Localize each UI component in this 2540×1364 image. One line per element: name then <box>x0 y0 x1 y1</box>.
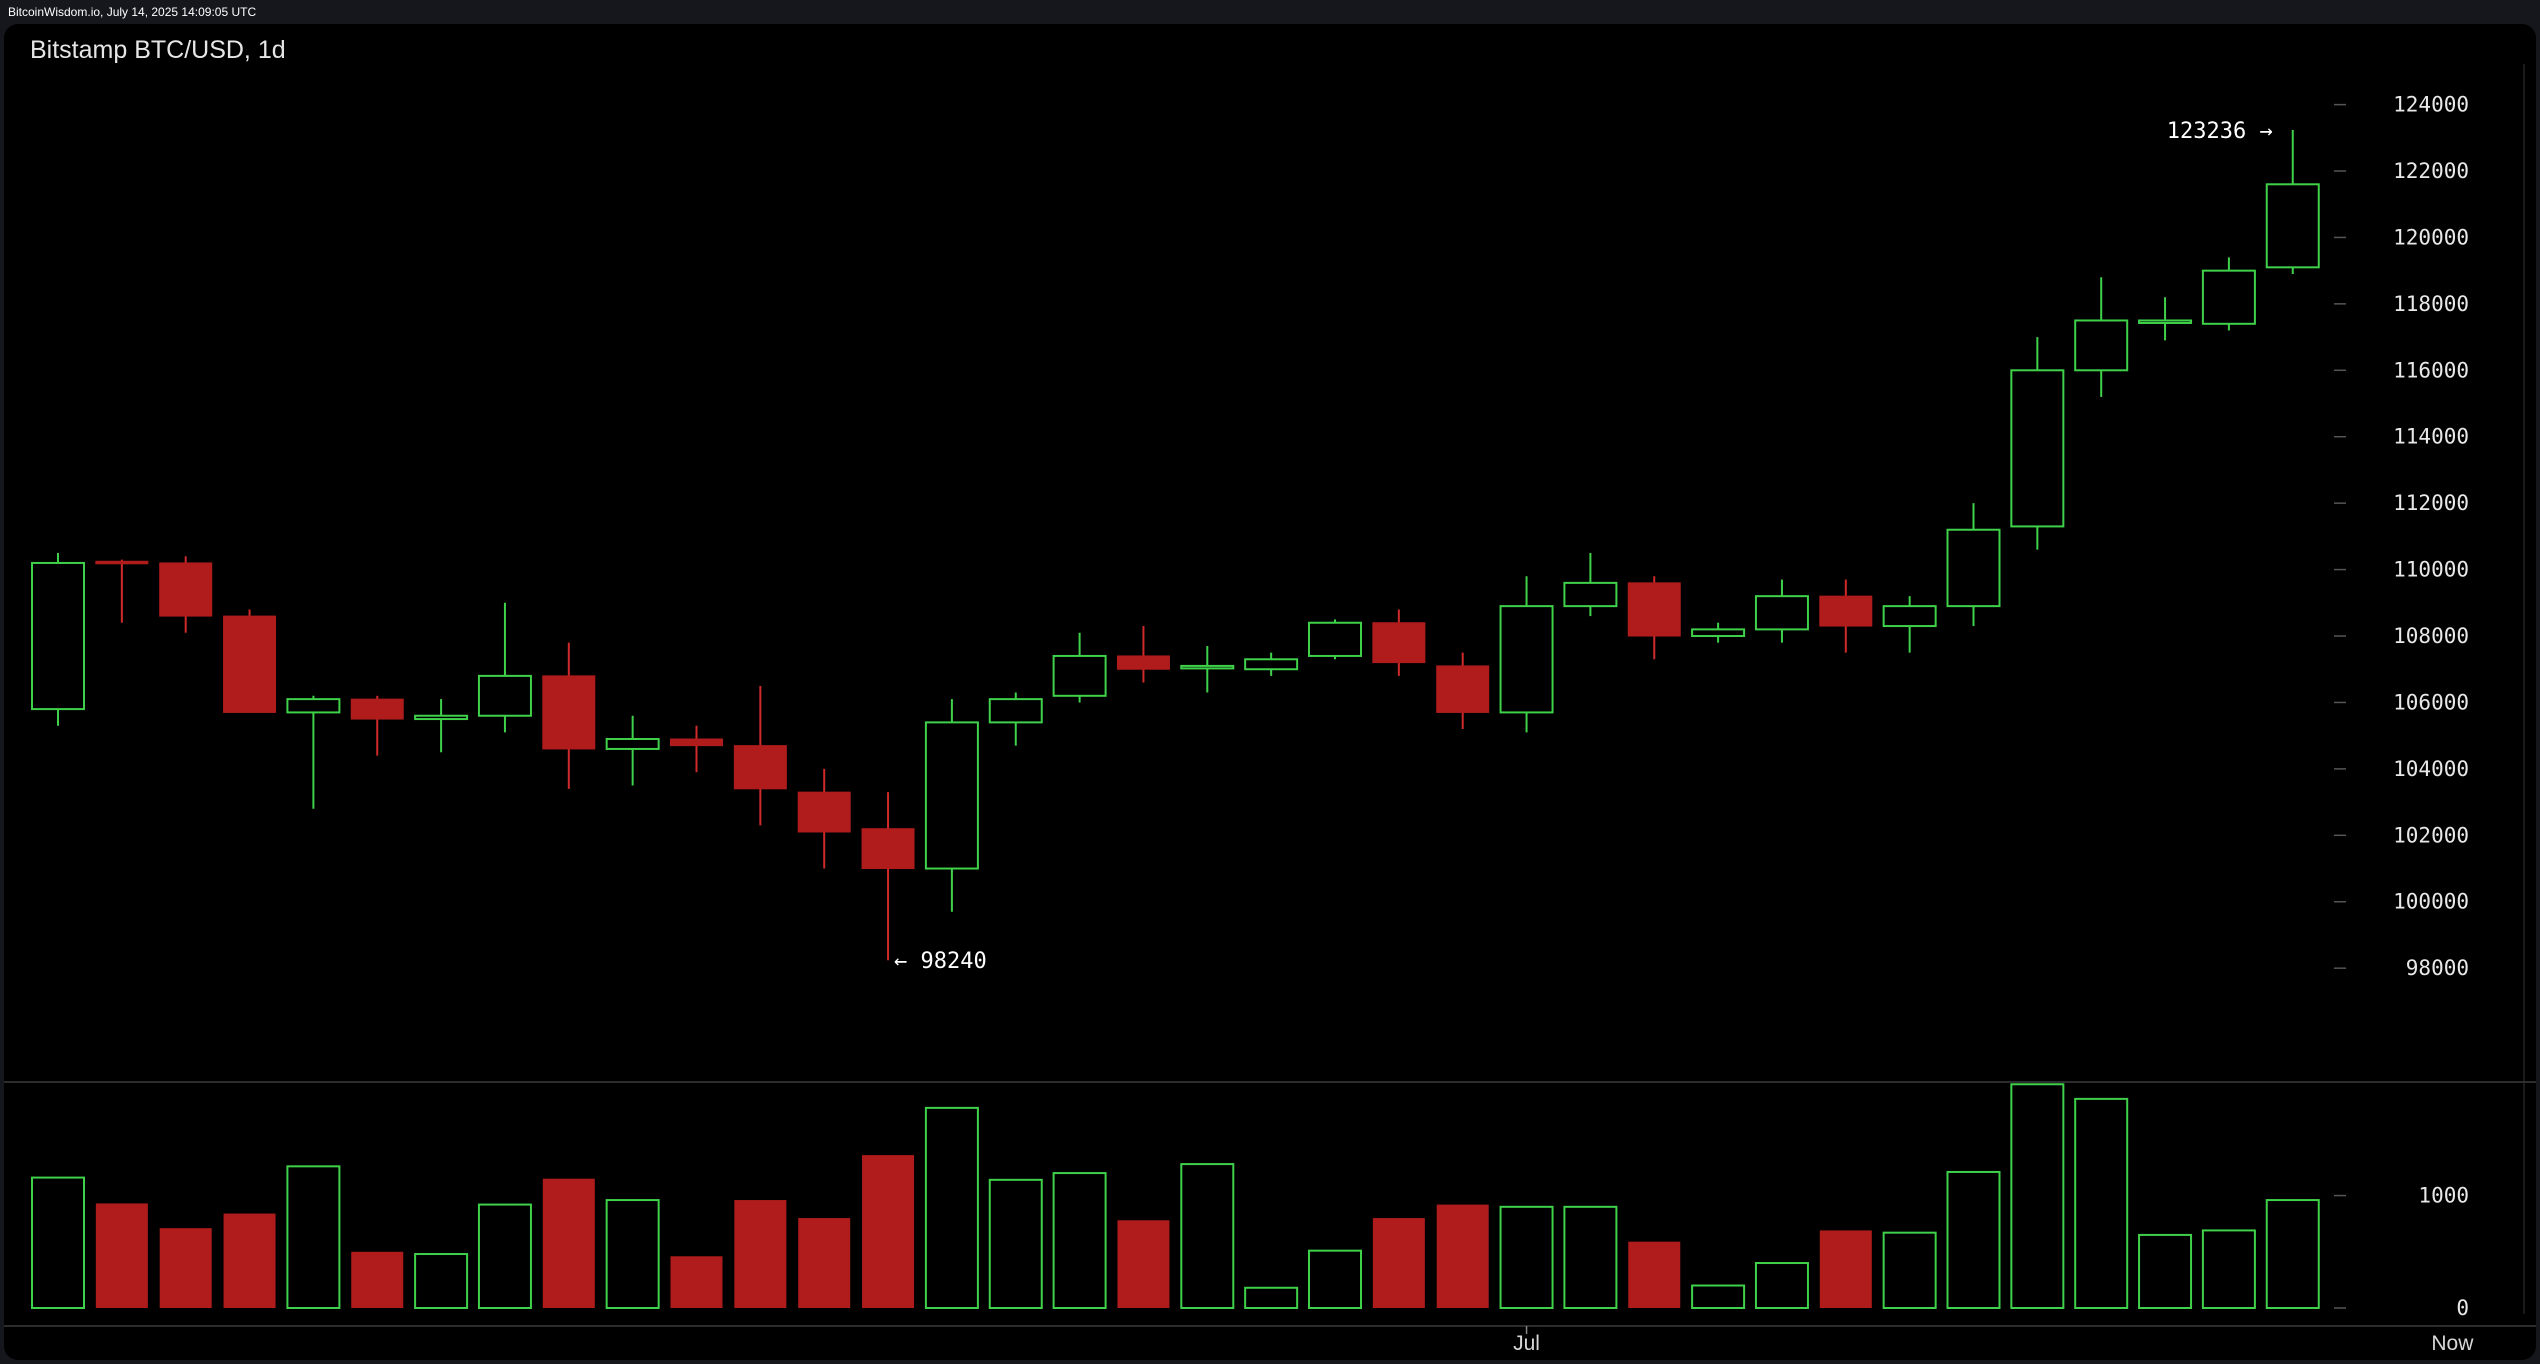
candle-body-up <box>2074 319 2129 372</box>
volume-bar-down <box>1819 1230 1872 1308</box>
volume-bar-up <box>2138 1233 2193 1310</box>
volume-bar-down <box>1117 1220 1170 1308</box>
price-tick-label: 118000 <box>2393 292 2469 316</box>
volume-bar-down <box>862 1155 915 1308</box>
volume-bar-down <box>1436 1204 1489 1308</box>
volume-bar-up <box>414 1253 469 1310</box>
high-price-annotation: 123236 → <box>2167 119 2273 144</box>
volume-bar-up <box>1754 1262 1809 1309</box>
candle-body-up <box>1754 595 1809 631</box>
volume-bar-down <box>542 1178 595 1308</box>
price-tick-label: 120000 <box>2393 225 2469 249</box>
volume-bar-down <box>670 1256 723 1308</box>
volume-bar-down <box>95 1203 148 1308</box>
candle-body-down <box>159 562 213 617</box>
volume-bar-up <box>1180 1163 1235 1309</box>
candle-body-down <box>350 698 404 720</box>
price-tick-label: 108000 <box>2393 624 2469 648</box>
time-axis-label: Jul <box>1513 1332 1540 1355</box>
candle-body-up <box>2138 319 2193 324</box>
volume-bar-up <box>2265 1199 2320 1309</box>
candle-body-up <box>414 714 469 721</box>
volume-bar-up <box>2010 1083 2065 1309</box>
candle-body-down <box>95 560 149 565</box>
candle-body-up <box>1946 528 2001 608</box>
volume-tick-label: 1000 <box>2418 1184 2469 1208</box>
volume-bar-up <box>1882 1231 1937 1310</box>
volume-bar-up <box>477 1203 532 1309</box>
volume-bar-up <box>1244 1286 1299 1310</box>
candle-body-up <box>2201 269 2256 325</box>
price-tick-label: 100000 <box>2393 890 2469 914</box>
price-tick-label: 102000 <box>2393 823 2469 847</box>
volume-bar-up <box>988 1178 1043 1309</box>
candle-body-up <box>1180 664 1235 670</box>
candlestick-chart[interactable]: 98000 100000 102000 104000 106000 108000 11000… <box>4 24 2536 1360</box>
candle-body-up <box>1499 605 1554 714</box>
candle-body-up <box>31 561 85 711</box>
chart-title: Bitstamp BTC/USD, 1d <box>30 36 286 64</box>
volume-bar-down <box>734 1200 787 1308</box>
candle-body-down <box>1116 655 1170 670</box>
volume-bar-up <box>1563 1205 1618 1309</box>
candle-body-down <box>542 675 596 750</box>
volume-bar-up <box>1308 1249 1362 1309</box>
candle-body-up <box>2265 183 2320 269</box>
volume-bar-up <box>1499 1205 1554 1309</box>
volume-bar-up <box>1946 1170 2001 1310</box>
price-tick-label: 106000 <box>2393 690 2469 714</box>
candle-body-up <box>988 698 1043 724</box>
candle-body-up <box>924 721 979 870</box>
price-tick-label: 110000 <box>2393 558 2469 582</box>
candle-body-down <box>670 738 723 747</box>
volume-bar-up <box>2074 1097 2129 1310</box>
volume-bar-up <box>1052 1172 1107 1309</box>
price-tick-label: 116000 <box>2393 358 2469 382</box>
price-tick-label: 114000 <box>2393 425 2469 449</box>
candle-body-up <box>1244 658 1299 671</box>
price-tick-label: 124000 <box>2393 93 2469 117</box>
volume-bar-up <box>924 1106 979 1309</box>
candle-body-up <box>1052 654 1107 697</box>
volume-bar-up <box>31 1176 85 1309</box>
price-tick-label: 112000 <box>2393 491 2469 515</box>
volume-bar-up <box>2201 1229 2256 1310</box>
candle-body-up <box>1882 605 1937 628</box>
candle-body-up <box>1691 628 1746 638</box>
volume-bar-up <box>286 1165 341 1309</box>
candle-body-up <box>605 737 660 750</box>
candle-body-up <box>1563 581 1618 608</box>
volume-bar-down <box>1372 1218 1425 1308</box>
volume-tick-label: 0 <box>2456 1296 2469 1320</box>
volume-bar-down <box>159 1228 212 1308</box>
candle-body-down <box>1627 582 1681 637</box>
candle-body-up <box>1308 621 1362 657</box>
volume-bar-down <box>798 1218 851 1308</box>
volume-bar-down <box>351 1251 404 1308</box>
candle-body-up <box>286 698 341 714</box>
candle-body-up <box>2010 369 2065 528</box>
candle-body-down <box>223 615 277 713</box>
candle-body-down <box>861 828 915 870</box>
volume-bar-up <box>1691 1284 1746 1310</box>
candle-body-down <box>733 745 787 790</box>
low-price-annotation: ← 98240 <box>894 949 987 974</box>
time-axis-label: Now <box>2431 1332 2474 1355</box>
volume-bar-down <box>1628 1241 1681 1308</box>
candle-body-down <box>1819 595 1873 627</box>
candle-body-down <box>1436 665 1490 713</box>
candle-body-up <box>477 674 532 717</box>
watermark: BitcoinWisdom.io, July 14, 2025 14:09:05… <box>8 5 257 19</box>
chart-panel[interactable]: Bitstamp BTC/USD, 1d 98000 100000 102000 10… <box>4 24 2536 1360</box>
price-tick-label: 98000 <box>2406 956 2469 980</box>
header-strip: BitcoinWisdom.io, July 14, 2025 14:09:05… <box>0 0 2540 24</box>
candle-body-down <box>797 791 851 833</box>
volume-bar-down <box>223 1213 276 1308</box>
candle-body-down <box>1372 622 1426 664</box>
price-tick-label: 122000 <box>2393 159 2469 183</box>
price-tick-label: 104000 <box>2393 757 2469 781</box>
volume-bar-up <box>605 1199 660 1309</box>
